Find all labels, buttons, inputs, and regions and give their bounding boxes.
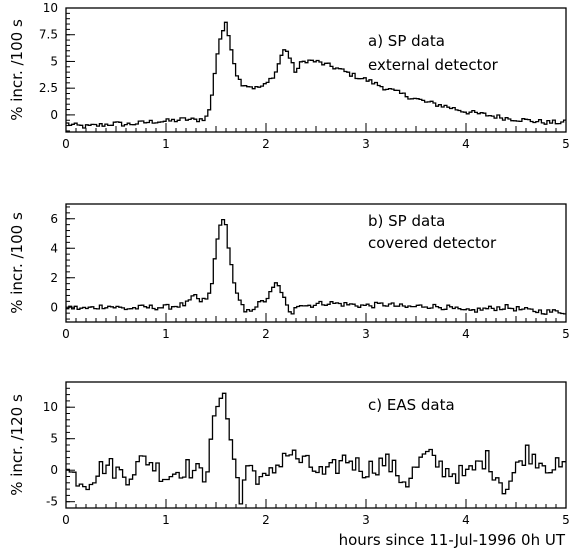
x-tick-label: 5 (562, 513, 570, 527)
y-axis-label: % incr. /100 s (8, 19, 26, 121)
x-tick-label: 4 (462, 513, 470, 527)
y-tick-label: 5 (50, 432, 58, 446)
x-tick-label: 5 (562, 137, 570, 151)
x-tick-label: 4 (462, 137, 470, 151)
y-tick-label: 2.5 (39, 81, 58, 95)
y-tick-label: -5 (46, 495, 58, 509)
y-tick-label: 0 (50, 108, 58, 122)
panel-annotation: a) SP data (368, 32, 445, 50)
x-tick-label: 1 (162, 137, 170, 151)
panel-annotation: external detector (368, 56, 499, 74)
x-tick-label: 2 (262, 327, 270, 341)
y-tick-label: 10 (43, 1, 58, 15)
panel-annotation: c) EAS data (368, 396, 455, 414)
histogram-series (66, 21, 566, 129)
x-tick-label: 0 (62, 137, 70, 151)
x-tick-label: 2 (262, 513, 270, 527)
histogram-series (66, 218, 566, 315)
panel-annotation: b) SP data (368, 212, 445, 230)
y-tick-label: 2 (50, 271, 58, 285)
y-tick-label: 5 (50, 54, 58, 68)
panel-a: 0 1 2 3 4 5 0 2.5 5 7.5 10 % incr. /100 s a) SP data… (8, 1, 570, 151)
y-tick-label: 6 (50, 212, 58, 226)
x-tick-label: 4 (462, 327, 470, 341)
x-tick-label: 0 (62, 513, 70, 527)
panel-annotation: covered detector (368, 234, 497, 252)
x-tick-label: 0 (62, 327, 70, 341)
panel-b: 0 1 2 3 4 5 0 2 4 6 % incr. /100 s b) SP data covere… (8, 203, 570, 341)
x-tick-label: 1 (162, 513, 170, 527)
x-tick-label: 2 (262, 137, 270, 151)
y-axis-label: % incr. /120 s (8, 394, 26, 496)
x-axis-label: hours since 11-Jul-1996 0h UT (339, 531, 566, 549)
x-tick-label: 1 (162, 327, 170, 341)
x-tick-label: 5 (562, 327, 570, 341)
histogram-series (66, 392, 566, 505)
y-tick-label: 7.5 (39, 28, 58, 42)
y-tick-label: 0 (50, 300, 58, 314)
x-tick-label: 3 (362, 327, 370, 341)
y-tick-label: 0 (50, 463, 58, 477)
y-tick-label: 4 (50, 241, 58, 255)
y-tick-label: 10 (43, 400, 58, 414)
x-tick-label: 3 (362, 137, 370, 151)
y-axis-label: % incr. /100 s (8, 212, 26, 314)
panel-c: 0 1 2 3 4 5 -5 0 5 10 % incr. /120 s c) EAS data (8, 381, 570, 527)
plot-frame (65, 381, 567, 509)
x-tick-label: 3 (362, 513, 370, 527)
